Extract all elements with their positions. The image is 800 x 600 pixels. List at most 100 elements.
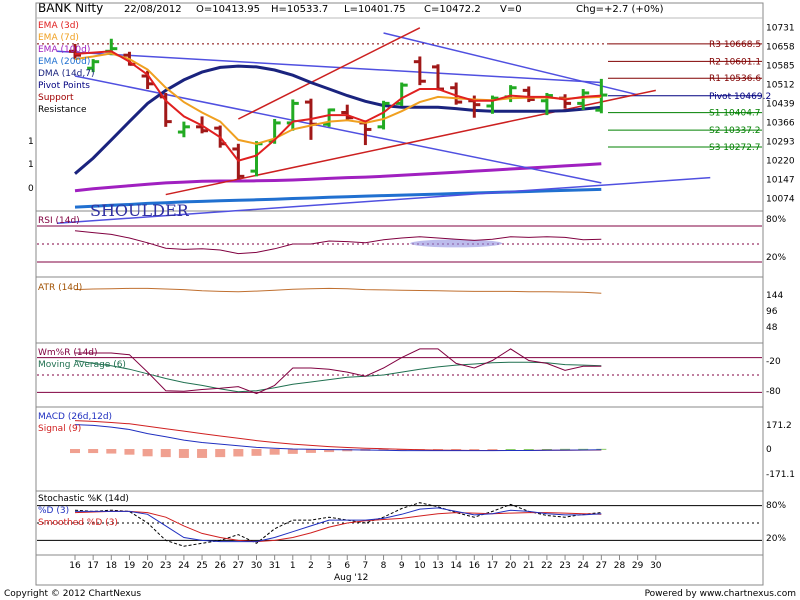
macd-histogram-bar [233,449,244,457]
legend-ema7: EMA (7d) [38,33,79,43]
ohlc-bar [177,121,190,138]
header-change: Chg=+2.7 (+0%) [576,4,664,15]
panel-frames [35,2,764,586]
ema3-line [74,50,602,162]
macd-histogram-bar [142,449,153,457]
macd-histogram-bar [541,449,552,450]
price-tick-label: 10293 [766,138,795,148]
x-tick-label: 27 [233,561,244,571]
x-tick-label: 2 [308,561,314,571]
legend-support: Support [38,93,74,103]
x-axis-frame [35,554,764,586]
ohlc-bar [432,64,444,91]
atr-tick-label: 48 [766,323,778,333]
x-tick-label: 18 [106,561,118,571]
williams-tick-label: -20 [766,357,781,367]
macd-histogram-bar [160,449,171,458]
macd-histogram-bar [106,449,117,454]
indicator-labels: RSI (14d) ATR (14d) Wm%R (14d) Moving Av… [38,216,129,528]
macd-histogram-bar [269,449,280,455]
x-tick-label: 26 [214,561,226,571]
rsi-tick-label: 20% [766,253,786,263]
price-tick-label: 10585 [766,62,795,72]
pivot-level-label: S2 10337.2 [709,126,761,136]
x-tick-label: 3 [326,561,332,571]
x-tick-label: 28 [614,561,626,571]
month-label: Aug '12 [334,573,368,583]
macd-histogram-bar [469,449,480,450]
pivot-level-label: S1 10404.7 [709,109,761,119]
price-tick-label: 10366 [766,119,795,129]
macd-histogram-bar [523,449,534,450]
macd-histogram-bar [215,449,226,458]
trendline [56,176,711,224]
header-open: O=10413.95 [196,4,260,15]
ohlc-bar [413,56,426,86]
x-tick-label: 16 [469,561,481,571]
pivot-level-label: R3 10668.5 [709,40,761,50]
x-tick-label: 31 [269,561,280,571]
ohlc-bar [577,89,590,110]
rsi-line [74,230,602,255]
pivot-level-label: Pivot 10469.2 [709,92,771,102]
ohlc-bar [159,92,172,127]
ohlc-bar [450,82,463,105]
copyright-text: Copyright © 2012 ChartNexus [4,589,141,599]
powered-by-link[interactable]: Powered by www.chartnexus.com [645,589,796,599]
ohlc-bar [341,104,354,121]
ohlc-bar [69,43,81,60]
trendline [238,27,421,120]
x-tick-label: 14 [450,561,462,571]
legend-resistance: Resistance [38,105,87,115]
ohlc-bar [595,78,608,114]
dma-line [74,64,602,175]
macd-tick-label: 0 [766,445,772,455]
macd-histogram-bar [433,449,443,450]
macd-histogram-bar [505,449,516,450]
header-date: 22/08/2012 [124,4,182,15]
chart-marks: 1073110658105851051210439103661029310220… [37,24,795,571]
price-left-axis: 1 1 0 [28,137,34,194]
atr-tick-label: 96 [766,307,778,317]
x-tick-label: 1 [290,561,296,571]
ohlc-bar [87,59,100,73]
indicator-right-axis: 80% 20% 144 96 48 -20 -80 171.2 0 -171.1… [766,215,795,544]
shoulder-annotation: SHOULDER [90,201,190,220]
trendline [383,32,638,96]
x-tick-label: 9 [399,561,405,571]
macd-tick-label: 171.2 [766,421,792,431]
header-low: L=10401.75 [344,4,406,15]
trendline [56,50,602,84]
rsi-tick-label: 80% [766,215,786,225]
x-tick-label: 6 [344,561,350,571]
header-volume: V=0 [500,4,522,15]
macd-histogram-bar [596,448,607,450]
atr-line [74,287,602,294]
trendline [165,89,656,196]
ohlc-bar [323,108,336,127]
legend-ema100: EMA (100d) [38,45,90,55]
x-tick-label: 17 [87,561,98,571]
macd-histogram-bar [324,449,335,453]
price-tick-label: 10147 [766,176,795,186]
williams-ma-label: Moving Average (6) [38,360,126,370]
left-tick-label: 1 [28,137,34,147]
x-tick-label: 7 [363,561,369,571]
macd-signal-label: Signal (9) [38,424,81,434]
ema100-line [74,162,602,193]
price-legend: EMA (3d) EMA (7d) EMA (100d) EMA (200d) … [38,21,95,115]
x-tick-label: 27 [596,561,607,571]
price-tick-label: 10439 [766,100,795,110]
x-tick-label: 29 [632,561,644,571]
x-tick-label: 23 [160,561,171,571]
price-tick-label: 10220 [766,157,795,167]
macd-histogram-bar [451,449,462,450]
macd-histogram-bar [560,448,571,450]
ohlc-bar [250,141,263,177]
atr-label: ATR (14d) [38,283,82,293]
macd-histogram-bar [305,449,316,453]
header-high: H=10533.7 [271,4,328,15]
price-tick-label: 10731 [766,24,795,34]
legend-ema3: EMA (3d) [38,21,79,31]
x-tick-label: 19 [124,561,136,571]
